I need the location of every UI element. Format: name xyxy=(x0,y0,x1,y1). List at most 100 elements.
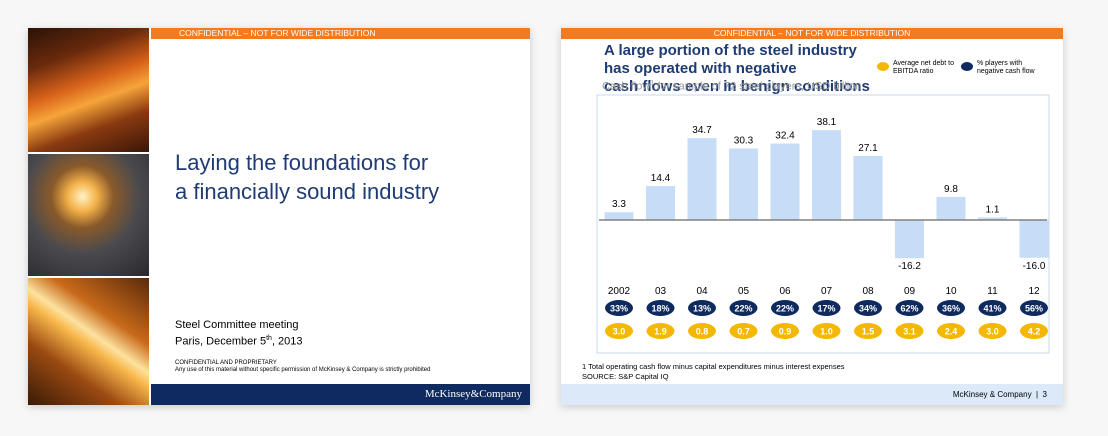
footer-brand: McKinsey & Company | 3 xyxy=(952,390,1047,399)
net-debt-value: 4.2 xyxy=(1028,327,1041,337)
net-debt-badge xyxy=(937,323,965,339)
chart-frame xyxy=(596,94,1050,354)
pct-negative-badge xyxy=(854,300,882,316)
category-label: 12 xyxy=(1028,286,1040,297)
bar-09 xyxy=(895,220,924,259)
net-debt-value: 2.4 xyxy=(945,327,958,337)
value-label: 9.8 xyxy=(944,184,958,195)
bar-04 xyxy=(687,138,717,220)
net-debt-value: 0.9 xyxy=(779,327,792,337)
chart-slide: CONFIDENTIAL – NOT FOR WIDE DISTRIBUTION… xyxy=(561,28,1063,405)
pct-negative-badge xyxy=(937,300,965,316)
brand-logo: McKinsey&Company xyxy=(424,388,522,400)
value-label: 30.3 xyxy=(734,135,754,146)
molten-steel-photo xyxy=(28,278,149,405)
pct-negative-badge xyxy=(646,300,675,316)
pct-negative-badge xyxy=(688,300,716,316)
value-label: 34.7 xyxy=(692,125,712,136)
confidential-bar: CONFIDENTIAL – NOT FOR WIDE DISTRIBUTION xyxy=(151,28,530,39)
pct-negative-value: 22% xyxy=(776,304,794,314)
pct-negative-badge xyxy=(978,300,1007,316)
net-debt-value: 3.1 xyxy=(903,327,916,337)
pct-negative-badge xyxy=(605,300,633,316)
meeting-date: Paris, December 5th, 2013 xyxy=(175,335,303,348)
pct-negative-value: 56% xyxy=(1025,304,1043,314)
bar-06 xyxy=(770,143,800,220)
footer-bar: McKinsey & Company | 3 xyxy=(561,384,1063,405)
category-label: 2002 xyxy=(608,286,631,297)
value-label: -16.2 xyxy=(898,261,921,272)
footnote-text: 1 Total operating cash flow minus capita… xyxy=(582,362,845,371)
furnace-photo xyxy=(28,154,149,276)
pct-negative-value: 22% xyxy=(734,304,752,314)
steel-mill-photo xyxy=(28,28,149,152)
pct-negative-value: 36% xyxy=(942,304,960,314)
net-debt-badge xyxy=(895,323,924,339)
category-label: 07 xyxy=(821,286,833,297)
pct-negative-value: 18% xyxy=(651,304,669,314)
yellow-dot-icon xyxy=(877,62,889,71)
source-text: SOURCE: S&P Capital IQ xyxy=(582,372,669,381)
legend-label: Average net debt to EBITDA ratio xyxy=(893,60,954,75)
pct-negative-value: 13% xyxy=(693,304,711,314)
category-label: 11 xyxy=(987,286,998,297)
title-line: Laying the foundations for xyxy=(175,150,429,175)
value-label: 27.1 xyxy=(858,143,878,154)
legend-label: % players with negative cash flow xyxy=(977,60,1035,75)
bar-12 xyxy=(1019,220,1049,258)
title-line: a financially sound industry xyxy=(175,179,440,204)
bar-03 xyxy=(646,186,675,220)
value-label: 14.4 xyxy=(651,173,671,184)
pct-negative-badge xyxy=(729,300,758,316)
pct-negative-badge xyxy=(771,300,799,316)
bar-2002 xyxy=(604,212,634,220)
pct-negative-value: 34% xyxy=(859,304,877,314)
value-label: 32.4 xyxy=(775,131,795,142)
confidential-bar: CONFIDENTIAL – NOT FOR WIDE DISTRIBUTION xyxy=(561,28,1063,39)
title-slide: CONFIDENTIAL – NOT FOR WIDE DISTRIBUTION… xyxy=(28,28,530,405)
bar-08 xyxy=(853,156,883,220)
net-debt-badge xyxy=(1020,323,1048,339)
conf-heading: CONFIDENTIAL AND PROPRIETARY xyxy=(175,360,277,366)
category-label: 04 xyxy=(696,286,708,297)
cash-flow-chart: 3.3 2002 33% 3.0 14.4 03 18% 1.9 34.7 04 13% 0.8 30.… xyxy=(596,94,1050,354)
pct-negative-value: 41% xyxy=(983,304,1001,314)
value-label: 1.1 xyxy=(986,204,1000,215)
slide-title: A large portion of the steel industry ha… xyxy=(604,42,884,96)
net-debt-badge xyxy=(771,323,799,339)
pct-negative-value: 33% xyxy=(610,304,628,314)
pct-negative-badge xyxy=(895,300,924,316)
value-label: 3.3 xyxy=(612,199,626,210)
value-label: 38.1 xyxy=(817,117,837,128)
net-debt-badge xyxy=(688,323,716,339)
bar-10 xyxy=(936,196,966,220)
net-debt-value: 1.5 xyxy=(862,327,875,337)
category-label: 09 xyxy=(904,286,916,297)
pct-negative-value: 17% xyxy=(817,304,835,314)
conf-text: Any use of this material without specifi… xyxy=(175,367,431,373)
pct-negative-value: 62% xyxy=(900,304,918,314)
category-label: 08 xyxy=(862,286,874,297)
slide-title: Laying the foundations for a financially… xyxy=(175,148,515,206)
navy-dot-icon xyxy=(961,62,973,71)
net-debt-value: 3.0 xyxy=(986,327,999,337)
meeting-name: Steel Committee meeting xyxy=(175,319,299,331)
net-debt-badge xyxy=(978,323,1007,339)
net-debt-badge xyxy=(812,323,841,339)
footnote: 1 Total operating cash flow minus capita… xyxy=(582,362,845,382)
bar-07 xyxy=(812,130,841,220)
net-debt-value: 3.0 xyxy=(613,327,626,337)
net-debt-value: 1.0 xyxy=(820,327,833,337)
title-line: A large portion of the steel industry ha… xyxy=(604,42,857,77)
net-debt-badge xyxy=(729,323,758,339)
title-line: cash flows even in benign conditions xyxy=(604,78,870,95)
net-debt-badge xyxy=(854,323,882,339)
confidential-notice: CONFIDENTIAL AND PROPRIETARY Any use of … xyxy=(175,360,430,374)
net-debt-value: 0.8 xyxy=(696,327,709,337)
pct-negative-badge xyxy=(812,300,841,316)
category-label: 06 xyxy=(779,286,791,297)
net-debt-value: 0.7 xyxy=(737,327,750,337)
footer-bar: McKinsey&Company xyxy=(151,384,530,405)
category-label: 03 xyxy=(655,286,667,297)
chart-subtitle: Cash flow1 for sample of 72 steel player… xyxy=(602,80,862,93)
